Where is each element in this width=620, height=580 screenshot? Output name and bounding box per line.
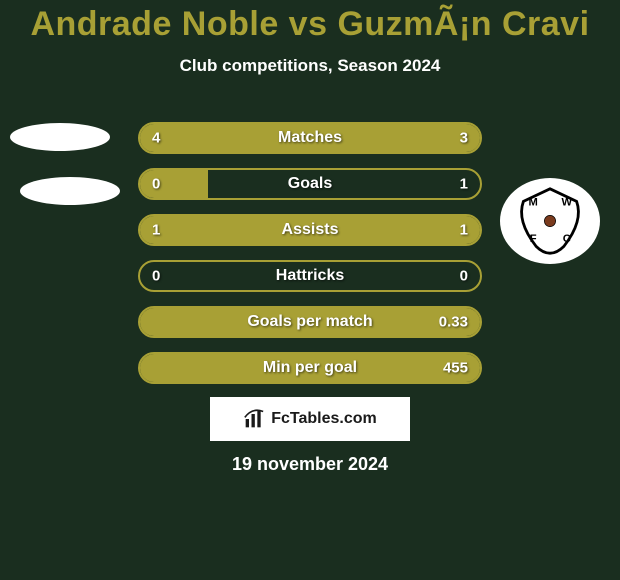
stat-right-value: 0 — [460, 268, 468, 285]
stat-label: Goals per match — [247, 313, 372, 331]
left-badge-1 — [10, 123, 110, 151]
stat-left-value: 0 — [152, 268, 160, 285]
stat-label: Assists — [282, 221, 339, 239]
stat-left-value: 4 — [152, 130, 160, 147]
club-crest: M W F C — [512, 186, 588, 256]
page-subtitle: Club competitions, Season 2024 — [0, 56, 620, 76]
stat-left-value: 0 — [152, 176, 160, 193]
stat-label: Hattricks — [276, 267, 344, 285]
date-text: 19 november 2024 — [232, 454, 388, 475]
svg-text:F: F — [530, 233, 537, 245]
svg-text:M: M — [529, 197, 538, 209]
stat-right-value: 3 — [460, 130, 468, 147]
left-badge-2 — [20, 177, 120, 205]
stat-right-value: 0.33 — [439, 314, 468, 331]
chart-icon — [243, 408, 265, 430]
stat-right-value: 1 — [460, 222, 468, 239]
stat-row: Assists 1 1 — [138, 214, 482, 246]
stat-right-value: 1 — [460, 176, 468, 193]
stat-row: Matches 4 3 — [138, 122, 482, 154]
stat-row: Goals 0 1 — [138, 168, 482, 200]
stat-label: Goals — [288, 175, 332, 193]
stat-label: Min per goal — [263, 359, 357, 377]
stat-row: Hattricks 0 0 — [138, 260, 482, 292]
source-text: FcTables.com — [271, 410, 377, 428]
right-club-badge: M W F C — [500, 178, 600, 264]
stat-right-value: 455 — [443, 360, 468, 377]
svg-text:C: C — [563, 233, 571, 245]
stat-row: Min per goal 455 — [138, 352, 482, 384]
comparison-infographic: Andrade Noble vs GuzmÃ¡n Cravi Club comp… — [0, 0, 620, 580]
page-title: Andrade Noble vs GuzmÃ¡n Cravi — [0, 0, 620, 44]
stat-row: Goals per match 0.33 — [138, 306, 482, 338]
stat-left-value: 1 — [152, 222, 160, 239]
stat-label: Matches — [278, 129, 342, 147]
svg-text:W: W — [562, 197, 573, 209]
bar-fill-left — [140, 170, 208, 198]
stat-bars: Matches43Goals01Assists11Hattricks00Goal… — [138, 122, 482, 398]
source-badge: FcTables.com — [210, 397, 410, 441]
